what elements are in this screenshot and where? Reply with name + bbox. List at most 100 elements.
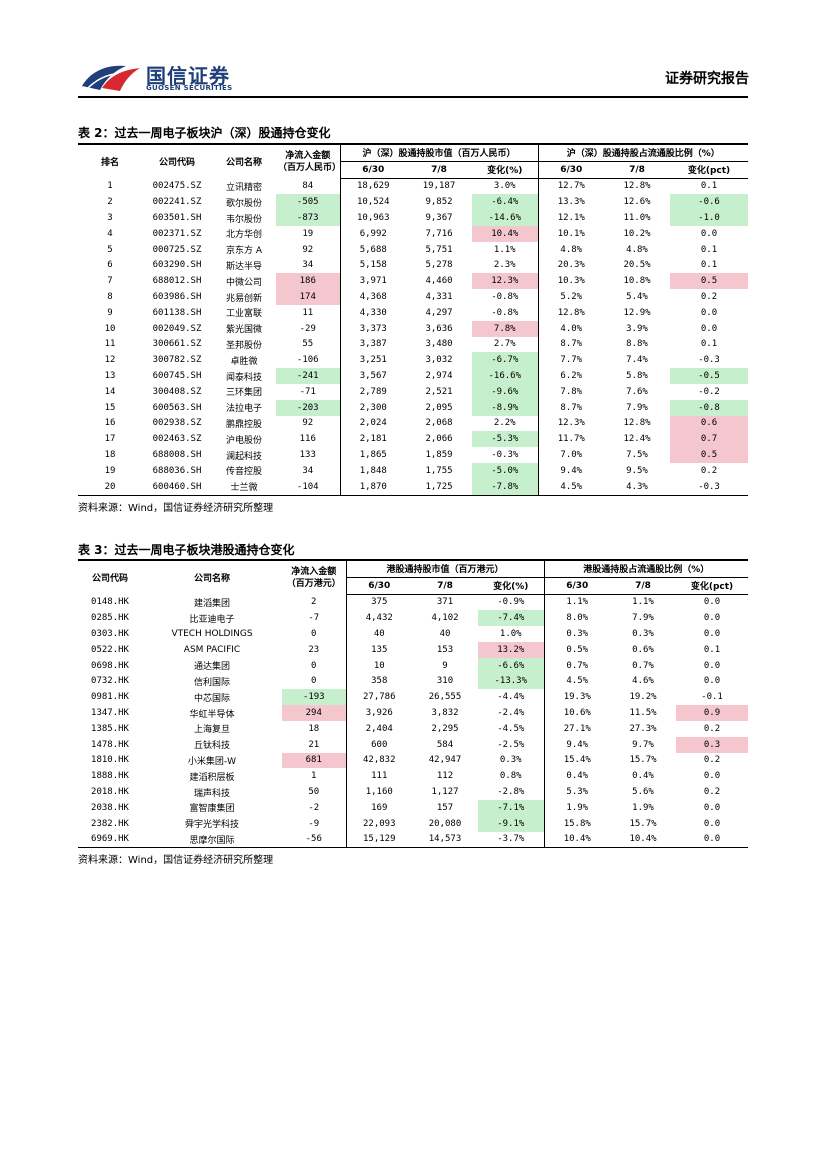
holding-ratio-start-cell: 11.7% (537, 431, 604, 448)
table-row: 5 000725.SZ 京东方 A 92 5,688 5,751 1.1% 4.8% 4.8% 0… (78, 241, 748, 258)
holding-ratio-start-cell: 5.3% (543, 784, 610, 800)
market-value-start-cell: 40 (345, 626, 412, 642)
stock-code-cell: 0148.HK (91, 597, 129, 608)
company-name-cell: 北方华创 (225, 230, 262, 241)
holding-ratio-change-cell: 0.2 (700, 292, 718, 303)
market-value-start-cell: 42,832 (345, 752, 412, 769)
market-value-end-cell: 2,974 (425, 371, 453, 382)
table-row: 13 600745.SH 闻泰科技 -241 3,567 2,974 -16.6% 6.2% 5… (78, 368, 749, 384)
company-name-cell: 通达集团 (193, 662, 230, 673)
holding-ratio-end-cell: 10.8% (623, 276, 651, 287)
market-value-change-cell: 0.3% (499, 755, 522, 766)
net-inflow-cell: 92 (302, 244, 314, 255)
company-name-cell: 斯达半导 (225, 261, 262, 272)
market-value-end-cell: 9,852 (425, 197, 453, 208)
table-row: 1888.HK 建滔积层板 1 111 112 0.8% 0.4% 0.4% 0.0 (78, 768, 748, 785)
stock-code-cell: 0732.HK (91, 676, 129, 687)
stock-code-cell: 300661.SZ (152, 339, 202, 350)
market-value-start-cell: 2,300 (339, 399, 406, 416)
stock-code-cell: 0522.HK (91, 644, 129, 655)
rank-cell: 20 (78, 478, 142, 496)
rank-cell: 8 (107, 292, 113, 303)
market-value-change-cell: -6.7% (472, 352, 538, 369)
holding-ratio-change-cell: 0.0 (703, 771, 721, 782)
holding-ratio-end-cell: 4.3% (604, 478, 670, 496)
net-inflow-cell: 19 (302, 228, 314, 239)
market-value-end-cell: 3,480 (425, 339, 453, 350)
market-value-change-cell: -7.8% (472, 478, 538, 496)
holding-ratio-change-cell: 0.0 (703, 802, 721, 813)
stock-code-cell: 2038.HK (91, 802, 129, 813)
holding-ratio-end-cell: 12.8% (623, 181, 651, 192)
table-row: 14 300408.SZ 三环集团 -71 2,789 2,521 -9.6% 7.8% 7.6… (78, 383, 748, 400)
stock-code-cell: 1385.HK (91, 723, 129, 734)
holding-ratio-end-cell: 11.0% (623, 213, 651, 224)
stock-code-cell: 1347.HK (91, 708, 129, 719)
market-value-start-cell: 4,368 (339, 289, 406, 305)
stock-code-cell: 1888.HK (91, 771, 129, 782)
table-row: 0303.HK VTECH HOLDINGS 0 40 40 1.0% 0.3% 0.3% 0.… (78, 626, 748, 642)
market-value-change-cell: -7.4% (478, 610, 544, 627)
net-inflow-cell: 0 (311, 676, 317, 687)
stock-code-cell: 688036.SH (152, 465, 202, 476)
holding-ratio-start-cell: 7.0% (537, 447, 604, 463)
holding-ratio-end-cell: 5.4% (626, 292, 648, 303)
holding-ratio-change-cell: 0.2 (703, 787, 721, 798)
market-value-end-cell: 9 (442, 660, 448, 671)
net-inflow-cell: 186 (276, 273, 340, 290)
header-ratio-date2: 7/8 (604, 161, 670, 179)
stock-code-cell: 002463.SZ (152, 434, 202, 445)
header-net-inflow-unit: （百万人民币） (278, 162, 340, 173)
market-value-change-cell: 13.2% (478, 641, 544, 658)
holding-ratio-change-cell: 0.5 (670, 273, 749, 290)
company-name-cell: 立讯精密 (225, 182, 262, 193)
market-value-end-cell: 19,187 (422, 181, 456, 192)
net-inflow-cell: -873 (276, 210, 340, 226)
logo-english-text: GUOSEN SECURITIES (146, 84, 233, 92)
holding-ratio-start-cell: 10.1% (537, 225, 604, 242)
holding-ratio-end-cell: 10.2% (623, 228, 651, 239)
market-value-end-cell: 310 (436, 676, 454, 687)
market-value-change-cell: 0.8% (499, 771, 522, 782)
holding-ratio-change-cell: 0.0 (700, 228, 718, 239)
holding-ratio-start-cell: 15.4% (543, 752, 610, 769)
company-name-cell: 三环集团 (225, 388, 262, 399)
net-inflow-cell: -2 (308, 802, 320, 813)
market-value-end-cell: 9,367 (425, 213, 453, 224)
holding-ratio-start-cell: 8.7% (537, 399, 604, 416)
company-name-cell: 华虹半导体 (189, 709, 235, 720)
market-value-change-cell: -2.4% (497, 708, 525, 719)
holding-ratio-change-cell: 0.1 (703, 644, 721, 655)
table-row: 2018.HK 瑞声科技 50 1,160 1,127 -2.8% 5.3% 5.6% 0.2 (78, 784, 748, 800)
company-name-cell: 建滔集团 (193, 598, 230, 609)
market-value-change-cell: -0.3% (491, 450, 519, 461)
market-value-start-cell: 375 (345, 594, 412, 611)
holding-ratio-end-cell: 9.5% (626, 465, 648, 476)
company-name-cell: 卓胜微 (230, 356, 258, 367)
holding-ratio-start-cell: 4.5% (537, 478, 604, 496)
holding-ratio-start-cell: 4.0% (537, 320, 604, 337)
stock-code-cell: 688008.SH (152, 450, 202, 461)
market-value-end-cell: 157 (436, 802, 454, 813)
table-row: 12 300782.SZ 卓胜微 -106 3,251 3,032 -6.7% 7.7% 7.4… (78, 352, 748, 369)
stock-code-cell: 600563.SH (152, 402, 202, 413)
market-value-change-cell: 3.0% (493, 181, 516, 192)
header-ratio-group: 港股通持股占流通股比例（%） (543, 558, 749, 578)
holding-ratio-change-cell: 0.3 (676, 736, 749, 753)
header-code: 公司代码 (142, 142, 212, 179)
company-name-cell: 瑞声科技 (193, 788, 230, 799)
net-inflow-cell: -29 (299, 323, 316, 334)
holding-ratio-start-cell: 7.8% (537, 383, 604, 400)
market-value-start-cell: 4,432 (345, 610, 412, 627)
company-name-cell: 沪电股份 (225, 435, 262, 446)
market-value-end-cell: 4,297 (425, 307, 453, 318)
stock-code-cell: 000725.SZ (152, 244, 202, 255)
net-inflow-cell: 55 (302, 339, 314, 350)
holding-ratio-start-cell: 8.7% (537, 336, 604, 353)
rank-cell: 1 (107, 181, 113, 192)
market-value-end-cell: 26,555 (428, 692, 462, 703)
holding-ratio-end-cell: 11.5% (629, 708, 657, 719)
holding-ratio-end-cell: 8.8% (626, 339, 648, 350)
header-code: 公司代码 (78, 558, 142, 595)
table3-source: 资料来源：Wind，国信证券经济研究所整理 (78, 855, 274, 866)
